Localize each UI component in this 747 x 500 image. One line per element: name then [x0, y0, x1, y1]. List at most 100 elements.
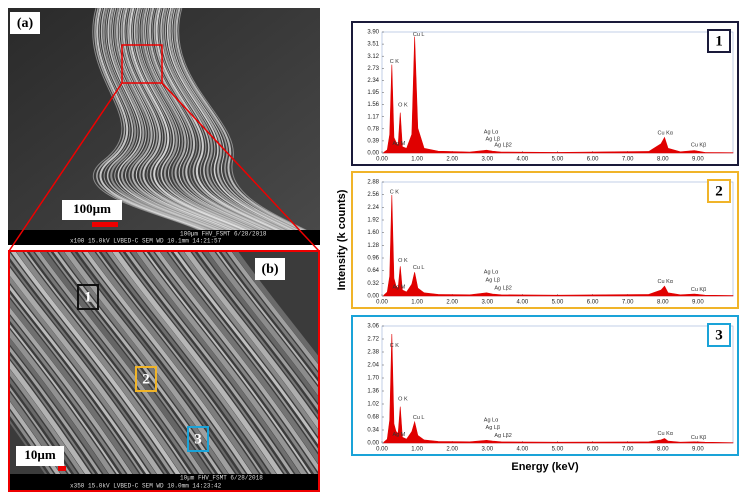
fiber: [112, 8, 225, 230]
fiber: [10, 276, 157, 474]
fiber: [142, 8, 265, 230]
x-tick-label: 6.00: [587, 447, 599, 453]
y-tick-label: 0.68: [367, 415, 379, 421]
fiber: [10, 329, 115, 474]
x-tick-label: 2.00: [446, 447, 458, 453]
scale-bar: [58, 466, 66, 471]
fiber: [158, 8, 283, 230]
x-tick-label: 2.00: [446, 300, 458, 306]
peak-label: C K: [390, 343, 400, 349]
x-tick-label: 7.00: [622, 157, 634, 163]
y-tick-label: 1.95: [367, 90, 379, 96]
x-tick-label: 0.00: [376, 300, 388, 306]
x-tick-label: 4.00: [517, 300, 529, 306]
zoom-line: [8, 82, 123, 252]
peak-label: Ag Lβ2: [494, 433, 512, 439]
fiber: [216, 252, 318, 385]
fiber: [10, 307, 133, 474]
x-tick-label: 7.00: [622, 300, 634, 306]
fiber: [145, 8, 266, 230]
fiber: [154, 252, 318, 472]
info-text: x350 15.0kV LVBED-C SEM WD 10.0mm 14:23:…: [70, 483, 222, 490]
peak-label: Cu Kβ: [691, 435, 706, 441]
fiber: [96, 8, 207, 230]
fiber: [147, 8, 270, 230]
x-tick-label: 3.00: [481, 157, 493, 163]
fiber: [131, 8, 250, 230]
fiber: [130, 252, 301, 474]
label-box: [255, 258, 285, 280]
y-tick-label: 0.00: [367, 294, 379, 300]
fiber: [72, 252, 240, 474]
x-tick-label: 3.00: [481, 447, 493, 453]
y-tick-label: 2.56: [367, 192, 379, 198]
badge-label: 2: [715, 183, 723, 199]
y-tick-label: 0.78: [367, 126, 379, 132]
x-tick-label: 1.00: [411, 447, 423, 453]
fiber: [151, 8, 275, 230]
fiber: [127, 8, 245, 230]
y-tick-label: 2.34: [367, 78, 379, 84]
fiber: [48, 252, 216, 474]
scale-box: [16, 446, 64, 466]
fiber: [144, 252, 312, 474]
peak-label: Ag Lβ2: [494, 143, 512, 149]
fiber: [173, 252, 318, 445]
fiber: [10, 401, 61, 474]
fiber: [226, 252, 318, 371]
fiber: [133, 8, 253, 230]
x-tick-label: 9.00: [692, 447, 704, 453]
y-tick-label: 1.56: [367, 102, 379, 108]
fiber: [10, 346, 102, 474]
peak-label: C K: [390, 59, 400, 65]
y-tick-label: 2.24: [367, 205, 379, 211]
peak-label: Ag M: [393, 141, 406, 147]
panel-label: (a): [17, 16, 34, 31]
fiber: [125, 8, 242, 230]
y-tick-label: 2.04: [367, 363, 379, 369]
info-bar: [8, 230, 320, 245]
y-tick-label: 2.72: [367, 337, 379, 343]
peak-label: Cu L: [413, 32, 425, 38]
x-tick-label: 9.00: [692, 157, 704, 163]
x-tick-label: 5.00: [552, 300, 564, 306]
fibers-a: [92, 8, 307, 230]
spectrum: [383, 334, 734, 444]
peak-label: Cu Kα: [658, 130, 674, 136]
fiber: [24, 252, 192, 474]
fiber: [10, 369, 85, 474]
fiber: [166, 8, 294, 230]
x-tick-label: 1.00: [411, 157, 423, 163]
peak-label: Cu Kα: [658, 431, 674, 437]
fiber: [10, 252, 181, 474]
fiber: [160, 252, 318, 464]
fiber: [82, 252, 253, 474]
y-tick-label: 0.00: [367, 441, 379, 447]
fiber: [149, 8, 273, 230]
fiber: [10, 267, 163, 474]
fiber: [178, 252, 318, 437]
fiber: [10, 387, 72, 474]
fiber: [16, 252, 187, 474]
fiber: [208, 252, 318, 396]
fiber: [77, 252, 246, 474]
info-bar: [10, 474, 318, 490]
x-tick-label: 5.00: [552, 157, 564, 163]
zoom-box: [121, 44, 163, 84]
panel-label: (b): [261, 262, 278, 277]
badge: [707, 179, 731, 203]
info-text: 10µm FHV_FSMT 6/28/2018: [180, 475, 263, 482]
peak-label: Ag Lβ: [486, 425, 500, 431]
fiber: [160, 8, 286, 230]
fiber: [10, 355, 96, 474]
y-tick-label: 0.39: [367, 138, 379, 144]
fiber: [125, 252, 294, 474]
x-tick-label: 5.00: [552, 447, 564, 453]
fibers-b: [10, 252, 318, 474]
zoom-line: [161, 82, 320, 252]
y-tick-label: 0.32: [367, 281, 379, 287]
fiber: [120, 252, 288, 474]
fiber: [175, 8, 306, 230]
fiber: [10, 293, 144, 474]
fiber: [107, 8, 220, 230]
